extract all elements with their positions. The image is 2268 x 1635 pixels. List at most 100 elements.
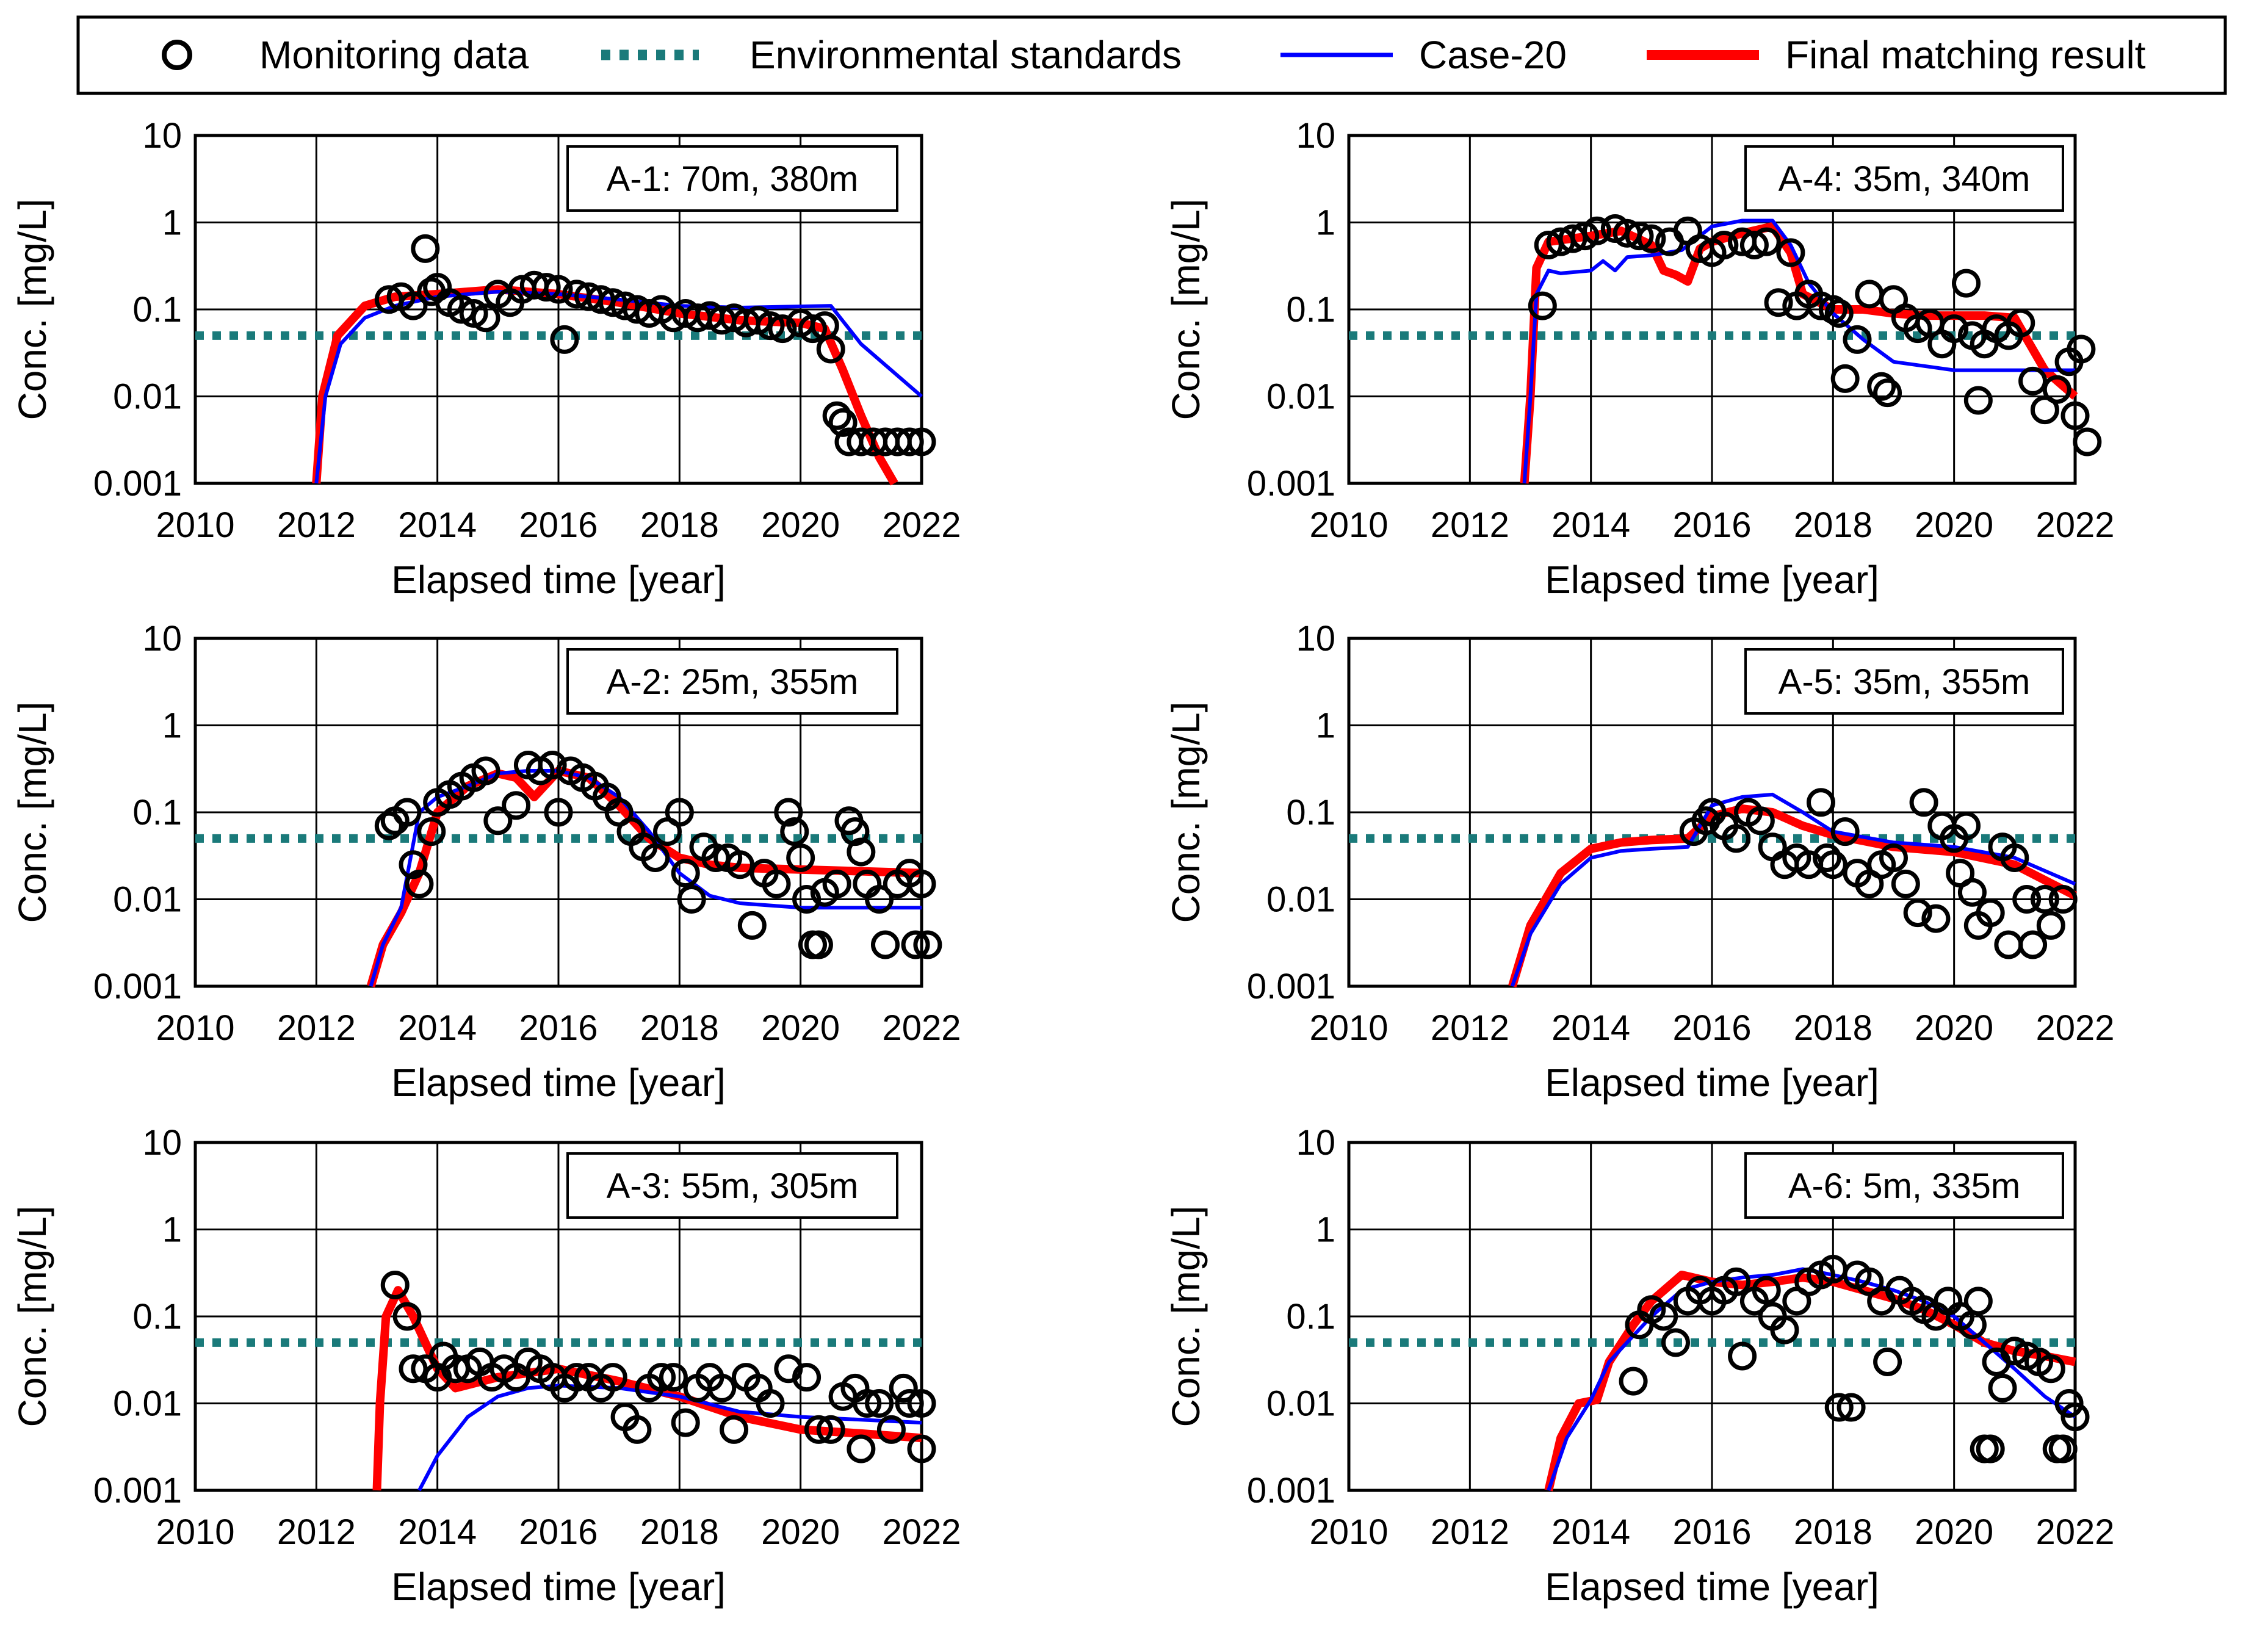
monitoring-point (804, 930, 833, 959)
x-tick-label: 2016 (1672, 1512, 1751, 1552)
monitoring-point (392, 798, 422, 827)
monitoring-point (889, 1373, 918, 1402)
monitoring-point (822, 869, 851, 898)
panel-title: A-3: 55m, 305m (607, 1166, 859, 1206)
monitoring-point (1873, 378, 1902, 408)
monitoring-point (1661, 1328, 1690, 1357)
x-tick-label: 2016 (519, 505, 598, 545)
x-tick-label: 2016 (519, 1008, 598, 1048)
x-tick-label: 2022 (2035, 505, 2114, 545)
x-tick-label: 2018 (640, 505, 719, 545)
monitoring-point (2000, 843, 2029, 873)
y-tick-label: 10 (1296, 619, 1335, 659)
monitoring-point (1879, 843, 1908, 873)
x-tick-label: 2012 (277, 1008, 356, 1048)
x-tick-label: 2018 (1794, 1008, 1873, 1048)
monitoring-point (447, 295, 476, 324)
monitoring-point (774, 798, 803, 827)
monitoring-point (913, 930, 942, 959)
final-matching-line (312, 285, 898, 486)
monitoring-point (1770, 1315, 1799, 1344)
y-tick-label: 0.01 (1266, 1384, 1335, 1424)
monitoring-point (532, 273, 561, 302)
monitoring-point (399, 1354, 428, 1384)
monitoring-point (1836, 1393, 1866, 1422)
x-tick-label: 2020 (761, 505, 840, 545)
monitoring-point (816, 1415, 845, 1444)
monitoring-point (1710, 230, 1739, 259)
monitoring-point (792, 885, 822, 914)
y-tick-label: 0.01 (113, 1384, 182, 1424)
monitoring-point (659, 1363, 688, 1392)
monitoring-point (2018, 366, 2048, 395)
y-tick-label: 0.01 (113, 377, 182, 417)
monitoring-point (1963, 1287, 1993, 1316)
monitoring-point (471, 756, 500, 785)
monitoring-point (798, 314, 827, 344)
x-axis-label: Elapsed time [year] (391, 1061, 726, 1105)
monitoring-point (1776, 238, 1805, 267)
legend-final-label: Final matching result (1785, 33, 2146, 77)
monitoring-point (876, 1415, 906, 1444)
monitoring-point (1873, 1348, 1902, 1377)
y-tick-label: 1 (162, 203, 182, 243)
monitoring-point (822, 401, 851, 430)
monitoring-point (677, 885, 706, 914)
monitoring-point (502, 791, 531, 820)
monitoring-point (2060, 401, 2090, 430)
y-tick-label: 0.001 (93, 967, 182, 1006)
monitoring-point (1824, 1393, 1854, 1422)
y-axis-label: Conc. [mg/L] (10, 702, 54, 923)
x-tick-label: 2022 (882, 505, 961, 545)
x-tick-label: 2014 (398, 1008, 477, 1048)
y-axis-label: Conc. [mg/L] (10, 199, 54, 420)
monitoring-point (895, 1389, 924, 1418)
monitoring-point (399, 291, 428, 320)
monitoring-point (907, 869, 936, 898)
y-tick-label: 10 (142, 116, 182, 156)
monitoring-point (907, 1389, 936, 1418)
monitoring-point (550, 325, 579, 354)
panel-title-box (1744, 1152, 2064, 1219)
monitoring-point (562, 1363, 591, 1392)
chart-panel-a-5: 2010 2012 2014 2016 2018 2020 2022 0.001 0.01 0.1… (1164, 619, 2115, 1105)
monitoring-point (865, 1389, 894, 1418)
monitoring-point (1824, 299, 1854, 328)
x-tick-label: 2020 (1915, 1008, 1993, 1048)
y-axis-label: Conc. [mg/L] (10, 1206, 54, 1427)
monitoring-point (2030, 395, 2059, 425)
y-tick-label: 0.1 (1286, 793, 1335, 832)
x-tick-label: 2018 (640, 1512, 719, 1552)
monitoring-point (2018, 930, 2048, 959)
monitoring-point (1963, 386, 1993, 415)
monitoring-point (641, 843, 670, 873)
x-tick-label: 2014 (398, 505, 477, 545)
monitoring-point (762, 869, 791, 898)
y-tick-label: 10 (142, 1123, 182, 1163)
monitoring-point (1952, 811, 1981, 840)
y-tick-label: 0.001 (1247, 967, 1335, 1006)
panel-title-box (1744, 145, 2064, 212)
monitoring-point (1976, 898, 2005, 928)
x-tick-label: 2016 (519, 1512, 598, 1552)
legend-case20-label: Case-20 (1419, 33, 1567, 77)
monitoring-point (1940, 314, 1969, 344)
monitoring-point (756, 311, 785, 341)
monitoring-point (1764, 288, 1793, 317)
monitoring-point (726, 850, 754, 879)
monitoring-point (1830, 817, 1860, 846)
monitoring-point (2012, 885, 2042, 914)
monitoring-point (768, 314, 797, 344)
panel-title: A-1: 70m, 380m (607, 159, 859, 199)
monitoring-point (1583, 216, 1612, 245)
y-tick-label: 0.001 (1247, 1471, 1335, 1510)
y-tick-label: 0.01 (113, 880, 182, 920)
monitoring-point (411, 234, 440, 263)
monitoring-point (2042, 375, 2071, 404)
chart-panel-a-1: 2010 2012 2014 2016 2018 2020 2022 0.001 0.01 0.1… (10, 116, 961, 602)
monitoring-point (1952, 269, 1981, 298)
x-tick-label: 2020 (761, 1512, 840, 1552)
monitoring-point (1625, 222, 1654, 251)
monitoring-point (2073, 427, 2102, 457)
